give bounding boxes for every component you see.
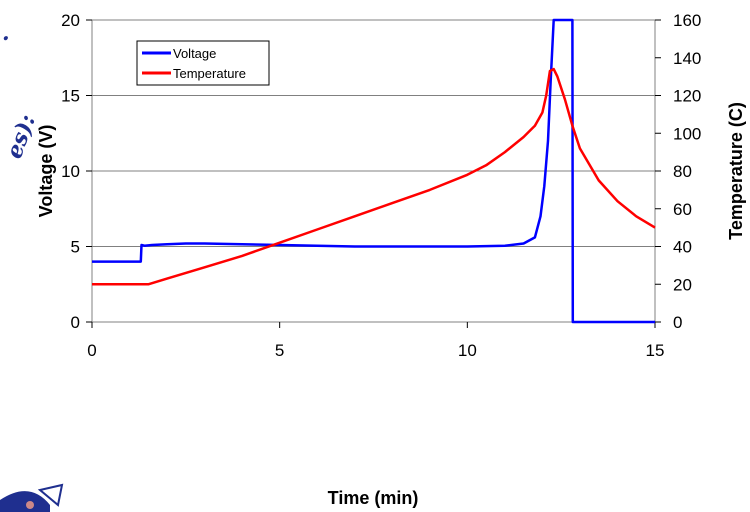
y-axis-title: Voltage (V) xyxy=(36,125,56,218)
y-tick-label-0: 0 xyxy=(71,313,80,332)
slide-fragment-top: . xyxy=(2,20,10,46)
series-layer xyxy=(92,18,656,324)
x-tick-label-3: 15 xyxy=(646,341,665,360)
y-tick-label-3: 15 xyxy=(61,87,80,106)
y-tick-label-1: 5 xyxy=(71,238,80,257)
x-axis-title: Time (min) xyxy=(328,488,419,508)
y2-tick-label-0: 0 xyxy=(673,313,682,332)
series-line-voltage xyxy=(92,18,655,324)
x-tick-label-0: 0 xyxy=(87,341,96,360)
y2-axis-title: Temperature (C) xyxy=(726,102,746,240)
logo-fragment xyxy=(0,483,64,512)
series-line-temperature xyxy=(92,67,656,286)
y2-tick-label-7: 140 xyxy=(673,49,701,68)
legend-label-voltage: Voltage xyxy=(173,46,216,61)
y2-tick-label-6: 120 xyxy=(673,87,701,106)
legend-label-temperature: Temperature xyxy=(173,66,246,81)
x-tick-label-2: 10 xyxy=(458,341,477,360)
y-axis-left: 0 5 10 15 20 xyxy=(61,11,92,332)
x-tick-label-1: 5 xyxy=(275,341,284,360)
legend-box xyxy=(136,40,270,86)
y2-tick-label-1: 20 xyxy=(673,275,692,294)
legend: Voltage Temperature xyxy=(136,40,270,86)
y2-tick-label-4: 80 xyxy=(673,162,692,181)
y-tick-label-2: 10 xyxy=(61,162,80,181)
x-axis: 0 5 10 15 xyxy=(87,322,664,360)
y2-tick-label-8: 160 xyxy=(673,11,701,30)
y-tick-label-4: 20 xyxy=(61,11,80,30)
y2-tick-label-3: 60 xyxy=(673,200,692,219)
y-axis-right: 0 20 40 60 80 100 120 140 160 xyxy=(655,11,701,332)
y2-tick-label-5: 100 xyxy=(673,124,701,143)
y2-tick-label-2: 40 xyxy=(673,238,692,257)
